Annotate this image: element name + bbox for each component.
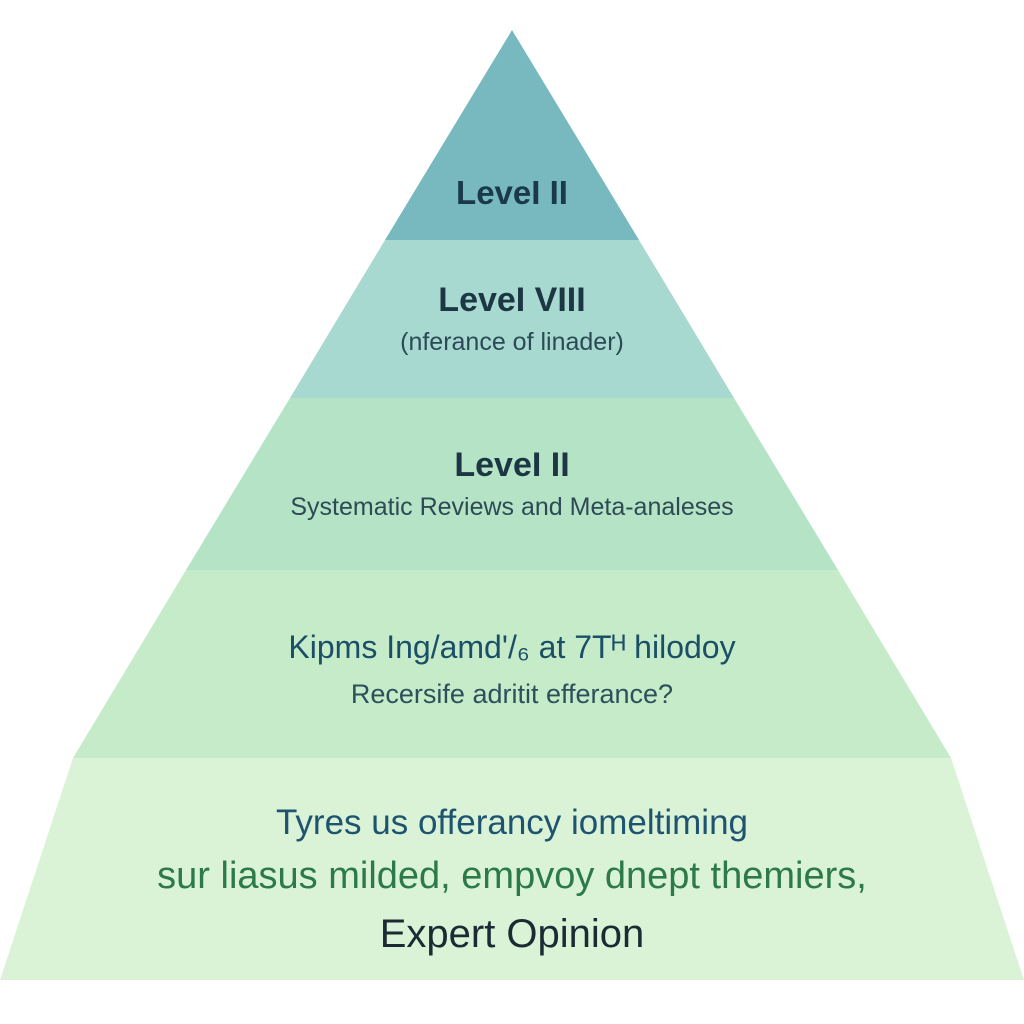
tier-4-content: Kipms Ing/amd'/₆ at 7Тᴴ hilodoy Recersif… bbox=[73, 570, 951, 758]
pyramid-tier-4: Kipms Ing/amd'/₆ at 7Тᴴ hilodoy Recersif… bbox=[73, 570, 951, 758]
tier-2-subtitle: (nferance of linader) bbox=[400, 327, 624, 357]
pyramid-tier-2: LeveI VIII (nferance of linader) bbox=[290, 240, 734, 398]
tier-3-subtitle: Systematic Reviews and Meta-analeses bbox=[290, 492, 733, 522]
tier-5-content: Tyres us offerancy iomeltiming sur liasu… bbox=[0, 758, 1024, 980]
pyramid-tier-1: LeveI II bbox=[385, 30, 639, 240]
pyramid-tier-3: LeveI II Systematic Reviews and Meta-ana… bbox=[186, 398, 838, 570]
tier-1-title: LeveI II bbox=[456, 174, 568, 212]
tier-3-title: LeveI II bbox=[454, 446, 569, 485]
tier-5-line-1: Tyres us offerancy iomeltiming bbox=[276, 801, 748, 845]
tier-5-line-3: Expert Opinion bbox=[380, 909, 645, 959]
tier-3-content: LeveI II Systematic Reviews and Meta-ana… bbox=[186, 398, 838, 570]
tier-4-title: Kipms Ing/amd'/₆ at 7Тᴴ hilodoy bbox=[288, 629, 735, 666]
evidence-pyramid: LeveI II LeveI VIII (nferance of linader… bbox=[0, 30, 1024, 980]
tier-2-content: LeveI VIII (nferance of linader) bbox=[290, 240, 734, 398]
pyramid-tier-5: Tyres us offerancy iomeltiming sur liasu… bbox=[0, 758, 1024, 980]
tier-5-line-2: sur liasus milded, empvoy dnept themiers… bbox=[157, 853, 867, 901]
tier-4-subtitle: Recersife adritit efferance? bbox=[351, 678, 673, 710]
tier-2-title: LeveI VIII bbox=[438, 281, 585, 320]
tier-1-content: LeveI II bbox=[385, 30, 639, 240]
